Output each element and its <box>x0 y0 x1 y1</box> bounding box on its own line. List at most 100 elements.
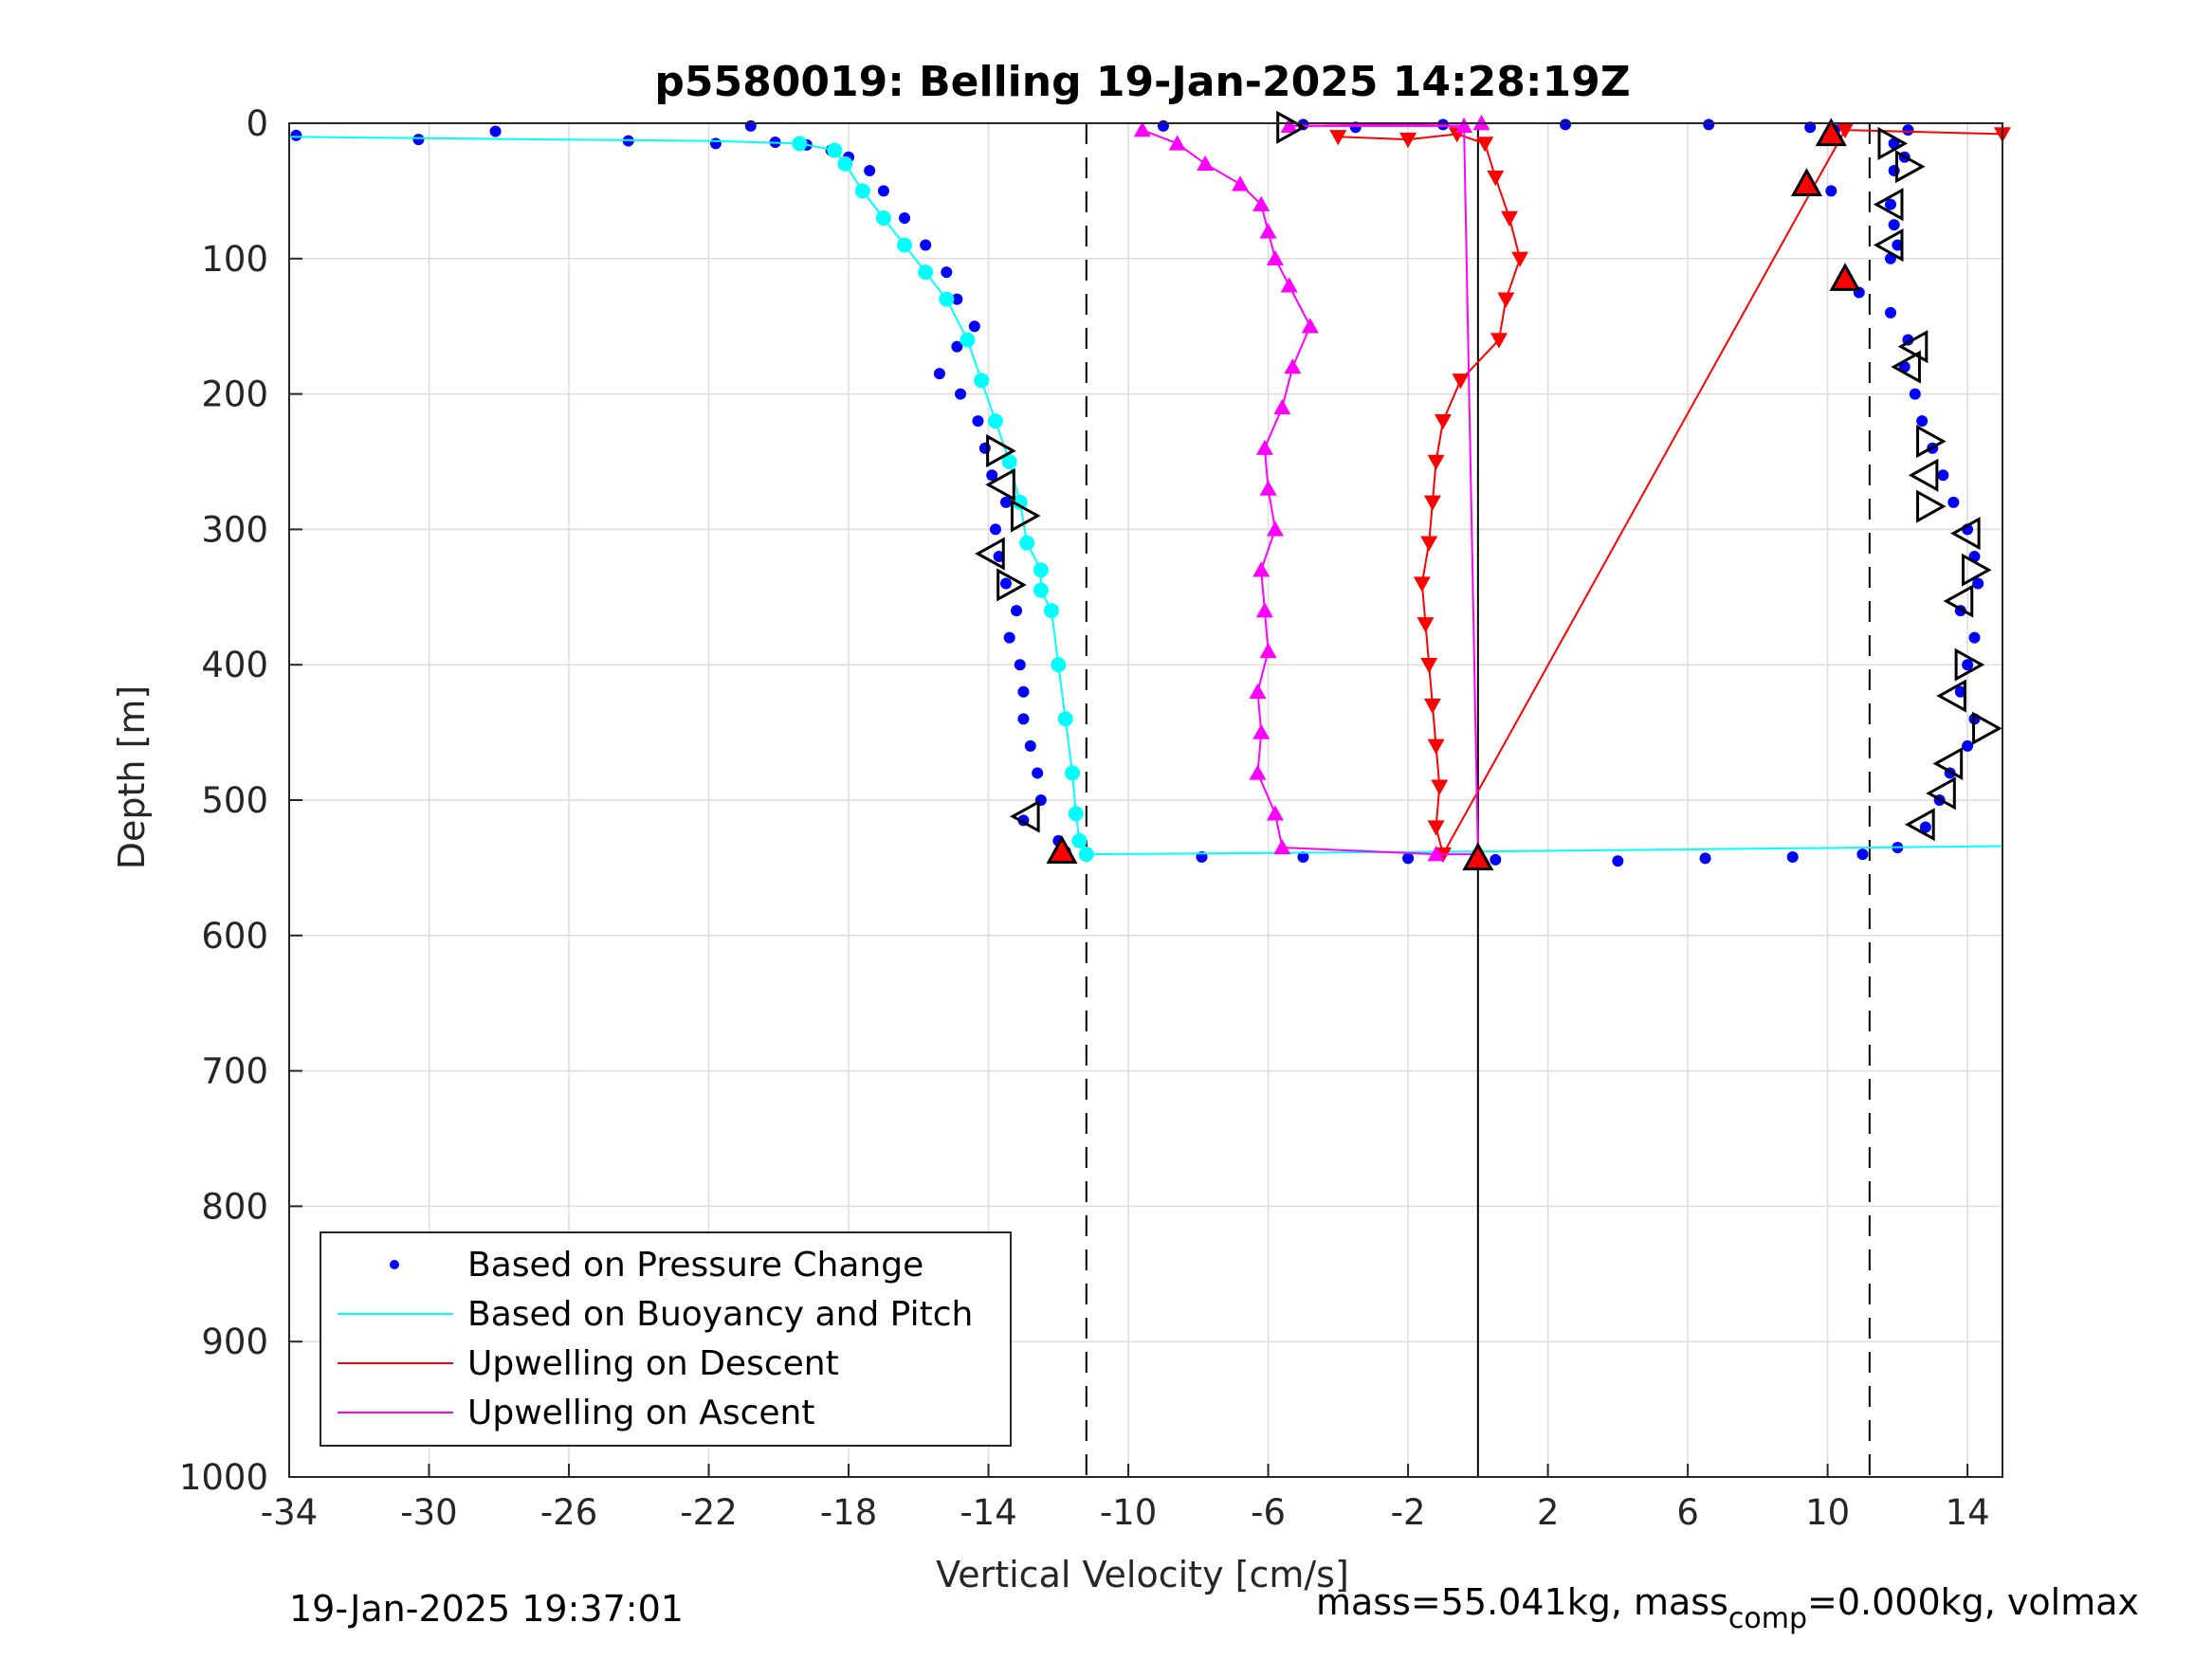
upwelling-point <box>1252 723 1271 739</box>
open-triangle-marker <box>1943 584 1974 618</box>
open-triangle-marker <box>1897 330 1929 364</box>
upwelling-point <box>1431 779 1449 795</box>
upwelling-point <box>1417 617 1435 633</box>
x-tick-label: 14 <box>1946 1492 1990 1533</box>
upwelling-point <box>1427 454 1445 470</box>
legend-entry-label: Upwelling on Ascent <box>467 1394 814 1432</box>
upwelling-point <box>1423 698 1441 715</box>
pressure-change-point <box>989 523 1001 536</box>
upwelling-point <box>1232 175 1250 191</box>
footer-mass-prefix: mass=55.041kg, mass <box>1316 1581 1728 1623</box>
chart-title: p5580019: Belling 19-Jan-2025 14:28:19Z <box>654 58 1630 106</box>
open-triangle-marker <box>1010 499 1041 533</box>
open-triangle-marker <box>1932 746 1964 780</box>
open-triangle-marker <box>1877 126 1909 160</box>
pressure-change-point <box>290 129 302 141</box>
pressure-change-point <box>972 415 984 428</box>
pressure-change-point <box>1014 659 1026 671</box>
pressure-change-point <box>999 496 1012 508</box>
pressure-change-point <box>1017 713 1030 725</box>
buoyancy-pitch-point <box>918 264 934 281</box>
pressure-change-point <box>993 550 1005 562</box>
pressure-change-point <box>955 388 967 400</box>
pressure-change-point <box>1003 631 1015 644</box>
buoyancy-pitch-point <box>960 332 976 348</box>
pressure-change-point <box>1919 821 1931 833</box>
open-triangle-marker <box>1916 425 1947 459</box>
pressure-change-point <box>1968 631 1981 644</box>
pressure-change-point <box>412 134 425 146</box>
upwelling-point <box>1266 249 1284 265</box>
open-triangle-marker <box>986 434 1016 468</box>
open-triangle-marker <box>975 537 1005 571</box>
pressure-change-point <box>1937 469 1949 482</box>
pressure-change-point <box>1962 659 1974 671</box>
marker-layer <box>975 110 2002 871</box>
pressure-change-point <box>1490 853 1502 866</box>
upwelling-point <box>1266 805 1284 821</box>
series-0 <box>290 119 1071 858</box>
open-triangle-marker <box>1926 776 1956 811</box>
pressure-change-point <box>933 368 945 380</box>
pressure-change-point <box>1962 739 1974 752</box>
pressure-change-point <box>1916 415 1929 428</box>
buoyancy-pitch-point <box>1068 806 1084 822</box>
open-triangle-marker <box>1954 647 1985 682</box>
buoyancy-pitch-point <box>1078 847 1094 863</box>
footer-mass: mass=55.041kg, masscomp=0.000kg, volmax <box>1316 1581 2139 1635</box>
open-triangle-marker <box>1908 458 1939 492</box>
buoyancy-pitch-point <box>827 142 843 158</box>
upwelling-point <box>1259 642 1277 659</box>
pressure-change-point <box>999 577 1012 590</box>
pressure-change-point <box>1892 239 1904 251</box>
y-tick-label: 200 <box>201 374 268 415</box>
footer-mass-sub: comp <box>1728 1602 1808 1635</box>
x-tick-label: -34 <box>261 1492 318 1533</box>
upwelling-point <box>1133 121 1151 137</box>
open-triangle-marker <box>1873 228 1904 263</box>
upwelling-point <box>1427 846 1445 862</box>
upwelling-point <box>1452 374 1470 390</box>
pressure-change-point <box>709 137 722 150</box>
x-tick-label: -30 <box>400 1492 457 1533</box>
pressure-change-point <box>1909 388 1921 400</box>
legend-marker-dot <box>390 1260 399 1269</box>
upwelling-point <box>1273 838 1291 855</box>
pressure-change-point <box>1024 739 1036 752</box>
open-triangle-marker <box>1894 150 1926 184</box>
legend: Based on Pressure Change Based on Buoyanc… <box>320 1231 1012 1447</box>
pressure-change-point <box>1954 685 1966 698</box>
upwelling-point <box>1420 658 1438 674</box>
buoyancy-pitch-point <box>875 210 891 226</box>
pressure-change-point <box>744 119 757 132</box>
buoyancy-pitch-point <box>1065 765 1081 781</box>
upwelling-point <box>1273 398 1291 415</box>
pressure-change-point <box>1884 198 1896 210</box>
footer-mass-suffix: =0.000kg, volmax <box>1807 1581 2140 1623</box>
pressure-change-point <box>951 293 963 305</box>
pressure-change-point <box>941 266 953 279</box>
x-ticks: -34 -30 -26 -22 -18 -14 -10 -6 -2 2 6 10 14 <box>261 1464 1990 1533</box>
pressure-change-point <box>899 211 911 224</box>
pressure-change-point <box>986 469 998 482</box>
x-tick-label: -10 <box>1100 1492 1157 1533</box>
pressure-change-point <box>1402 852 1415 865</box>
upwelling-point <box>1837 122 1855 139</box>
reference-lines <box>1085 123 1871 1477</box>
pressure-change-point <box>920 239 932 251</box>
buoyancy-pitch-point <box>1071 832 1088 848</box>
x-tick-label: 10 <box>1805 1492 1850 1533</box>
pressure-change-point <box>1804 121 1817 134</box>
x-tick-label: -18 <box>820 1492 877 1533</box>
x-tick-label: -22 <box>680 1492 737 1533</box>
upwelling-point <box>1168 135 1186 151</box>
open-triangle-marker <box>1873 188 1904 222</box>
pressure-change-point <box>1972 577 1984 590</box>
series-layer <box>288 115 2011 867</box>
buoyancy-pitch-point <box>1033 582 1049 598</box>
open-triangle-marker <box>1936 679 1966 713</box>
pressure-change-point <box>877 185 889 197</box>
y-tick-label: 100 <box>201 239 268 280</box>
upwelling-point <box>1301 318 1319 334</box>
upwelling-point <box>1476 137 1494 153</box>
